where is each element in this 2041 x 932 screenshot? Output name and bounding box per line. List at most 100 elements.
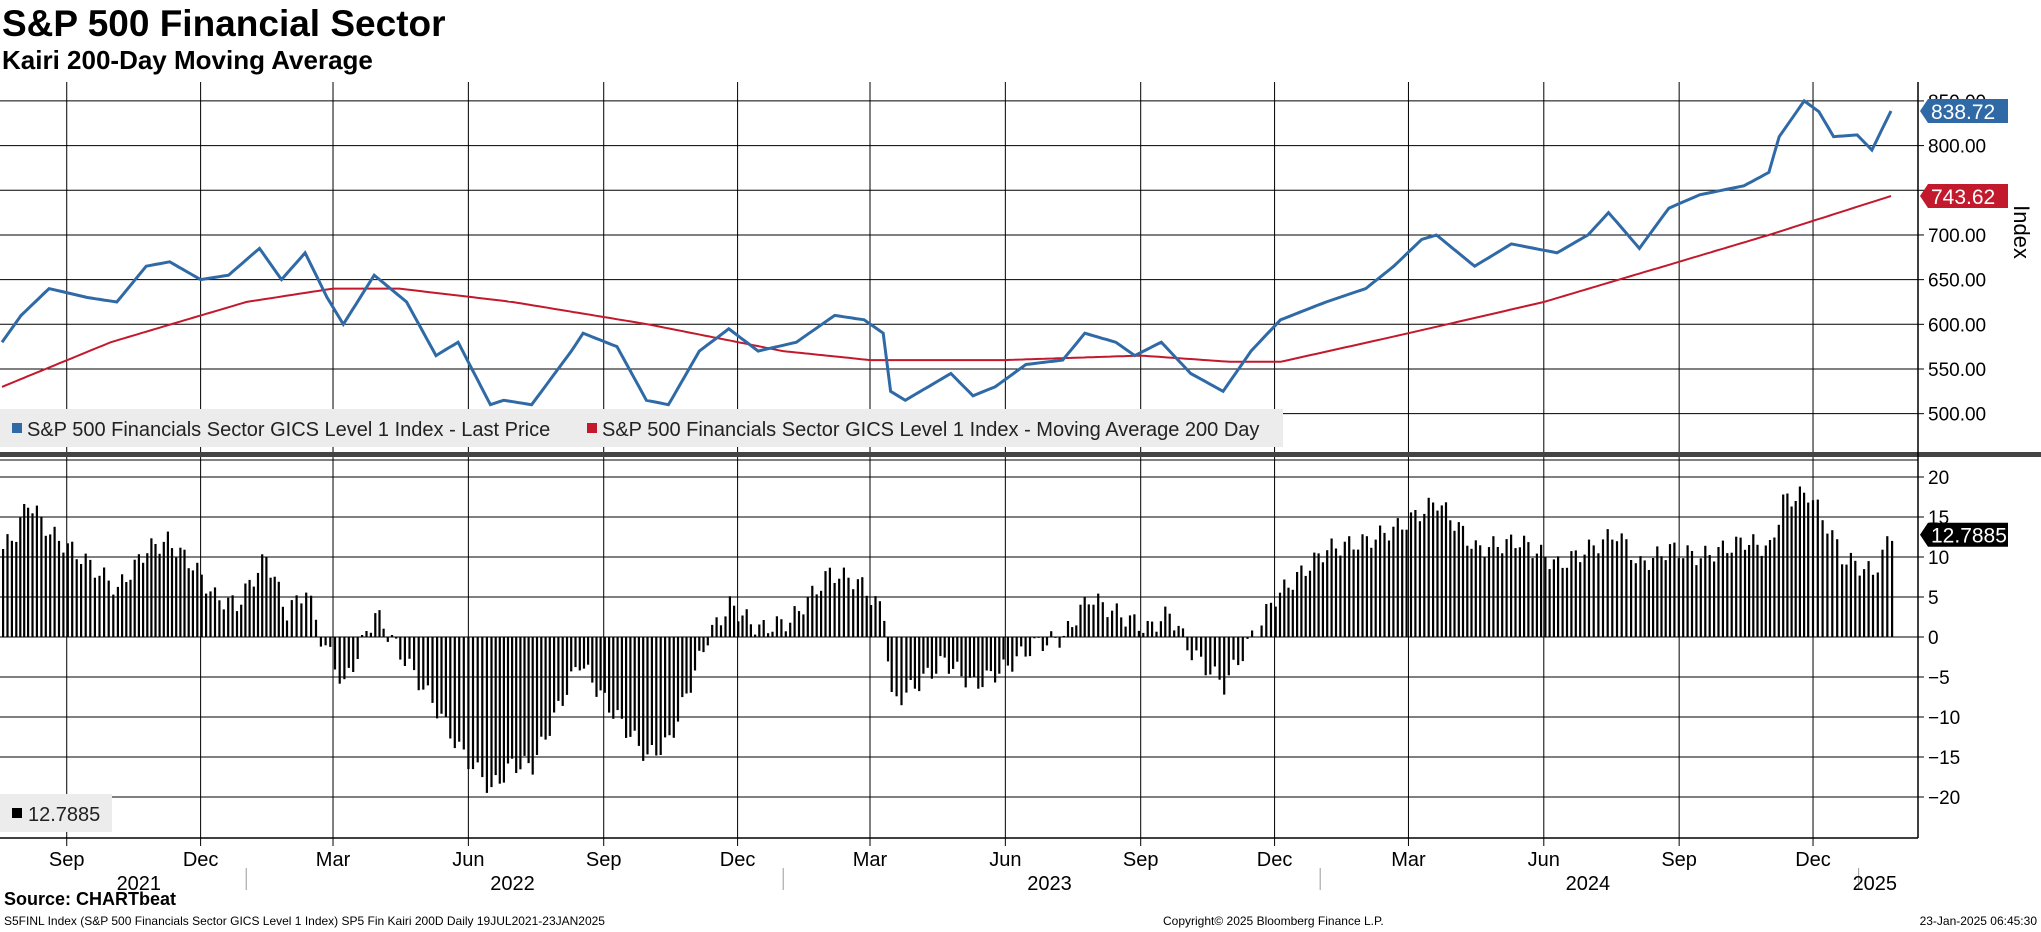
kairi-bar (395, 637, 398, 639)
kairi-bar (629, 637, 632, 737)
kairi-bar (1690, 551, 1694, 637)
kairi-bar (1876, 572, 1879, 637)
kairi-bar (1867, 561, 1870, 637)
kairi-bar (775, 616, 778, 637)
kairi-bar (1782, 494, 1785, 637)
kairi-bar (356, 637, 359, 659)
kairi-bar (1396, 518, 1399, 637)
kairi-bar (209, 591, 212, 637)
kairi-bar (964, 637, 967, 688)
kairi-legend-label: 12.7885 (28, 804, 100, 826)
kairi-bar (847, 577, 850, 637)
kairi-bar (815, 594, 818, 637)
kairi-bar (1831, 530, 1834, 637)
kairi-bar (213, 587, 217, 637)
kairi-bar (1173, 630, 1176, 637)
kairi-bar (1190, 637, 1193, 661)
kairi-bar (599, 637, 602, 691)
kairi-bar (1587, 539, 1591, 637)
kairi-bar (1717, 547, 1720, 637)
kairi-bar (227, 597, 230, 637)
kairi-bar (1790, 506, 1793, 637)
kairi-tick-label: 20 (1928, 468, 1949, 489)
kairi-bar (338, 637, 341, 684)
kairi-tick-label: 0 (1928, 628, 1939, 649)
kairi-bar (490, 637, 493, 788)
kairi-bar (1886, 536, 1889, 637)
kairi-bar (162, 541, 165, 637)
kairi-bar (1466, 545, 1469, 637)
kairi-bar (93, 577, 96, 637)
kairi-bar (930, 637, 933, 679)
price-last-badge: 838.72 (1920, 99, 2008, 124)
kairi-bar (861, 577, 864, 637)
kairi-bar (519, 637, 522, 770)
kairi-tick-label: 5 (1928, 588, 1939, 609)
kairi-tick-label: −15 (1928, 748, 1960, 769)
kairi-bar (1058, 637, 1061, 648)
price-tick-label: 700.00 (1928, 226, 1986, 247)
kairi-bar (1625, 539, 1628, 637)
kairi-bar (1863, 569, 1866, 637)
kairi-bar (1756, 544, 1759, 637)
kairi-bar (277, 581, 280, 637)
kairi-bar (1146, 621, 1149, 637)
kairi-bar (870, 605, 873, 637)
price-tick-label: 500.00 (1928, 405, 1986, 426)
kairi-bar (1024, 637, 1027, 657)
kairi-bar (994, 637, 997, 683)
kairi-bar (1011, 637, 1014, 672)
kairi-bar (1300, 565, 1303, 637)
kairi-bar (1006, 637, 1009, 666)
kairi-bar (235, 611, 239, 637)
kairi-bar (926, 637, 929, 668)
kairi-bar (1496, 547, 1499, 637)
kairi-bar (467, 637, 470, 770)
kairi-bar (1037, 637, 1040, 638)
kairi-bar (191, 570, 194, 637)
kairi-bar (1379, 525, 1382, 637)
kairi-bar (1768, 540, 1772, 637)
kairi-bar (426, 637, 429, 686)
kairi-bar (84, 553, 87, 637)
kairi-bar (570, 637, 573, 672)
kairi-bar (440, 637, 443, 714)
kairi-bar (1291, 589, 1294, 637)
kairi-bar (1418, 521, 1421, 637)
kairi-bar (1523, 535, 1526, 637)
kairi-bar (218, 600, 221, 637)
kairi-bar (333, 637, 337, 670)
y-axis-title: Index (2009, 205, 2034, 259)
kairi-bar (890, 637, 893, 692)
kairi-last-badge-text: 12.7885 (1931, 525, 2007, 548)
kairi-bar (1695, 565, 1698, 637)
legend-label-ma: S&P 500 Financials Sector GICS Level 1 I… (602, 419, 1259, 441)
kairi-bar (1348, 536, 1351, 637)
kairi-bar (1304, 575, 1307, 637)
kairi-bar (179, 547, 182, 637)
chart-subtitle: Kairi 200-Day Moving Average (2, 45, 373, 75)
kairi-bar (956, 637, 959, 662)
kairi-bar (1514, 548, 1517, 637)
kairi-bar (1159, 621, 1162, 637)
kairi-bar (1177, 625, 1180, 637)
kairi-bar (741, 615, 744, 637)
month-tick-label: Jun (452, 849, 484, 871)
kairi-bar (719, 625, 723, 637)
kairi-bar (1020, 637, 1023, 647)
kairi-bar (1370, 547, 1373, 637)
kairi-bar (27, 507, 30, 637)
kairi-bar (1330, 538, 1333, 637)
kairi-bar (125, 582, 128, 637)
price-tick-label: 800.00 (1928, 137, 1986, 158)
kairi-bar (1552, 559, 1555, 637)
kairi-bar (62, 552, 65, 637)
kairi-bar (1361, 534, 1364, 637)
kairi-bar (865, 595, 868, 637)
kairi-bar (150, 538, 153, 637)
kairi-bar (1251, 630, 1254, 637)
kairi-bar (1374, 539, 1377, 637)
kairi-bar (973, 637, 976, 677)
kairi-bar (806, 596, 809, 637)
